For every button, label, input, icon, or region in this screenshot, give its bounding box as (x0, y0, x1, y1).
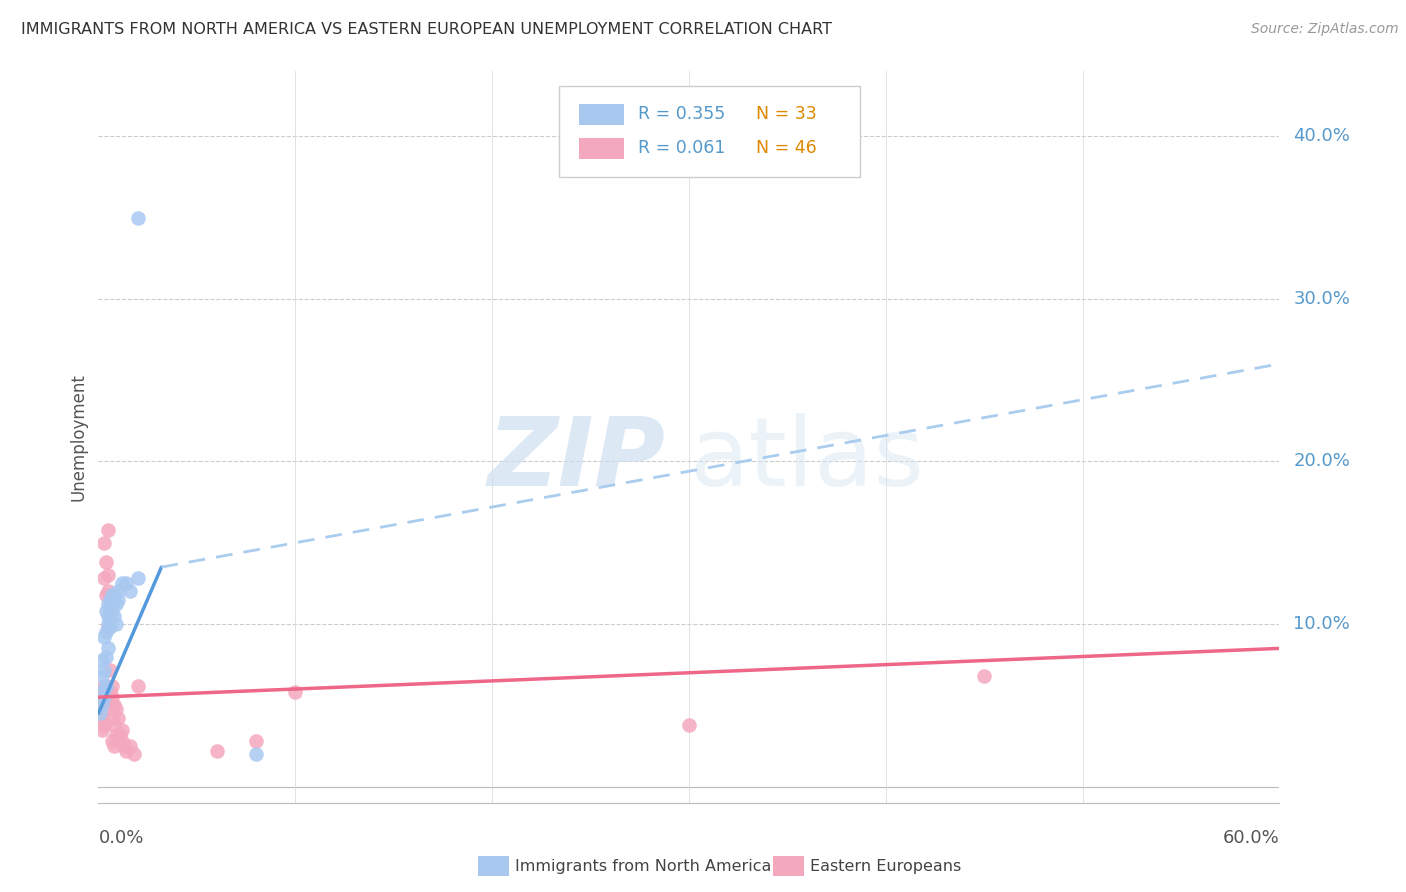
Point (91, 723, 114, 737)
Text: IMMIGRANTS FROM NORTH AMERICA VS EASTERN EUROPEAN UNEMPLOYMENT CORRELATION CHART: IMMIGRANTS FROM NORTH AMERICA VS EASTERN… (21, 22, 832, 37)
Point (96, 555, 118, 569)
FancyBboxPatch shape (560, 86, 860, 178)
Point (98, 592, 121, 607)
Point (103, 608, 125, 623)
Point (96, 679, 118, 693)
Point (103, 698, 125, 713)
Point (127, 572, 149, 586)
Point (91, 653, 114, 667)
Point (93, 718, 115, 732)
Text: R = 0.355: R = 0.355 (638, 104, 725, 123)
Point (97, 523, 120, 537)
FancyBboxPatch shape (579, 138, 624, 159)
Point (127, 211, 149, 225)
Point (93, 679, 115, 693)
Text: 0.0%: 0.0% (98, 829, 143, 847)
Point (91, 711, 114, 725)
Point (89, 701, 111, 715)
Point (107, 711, 129, 725)
Point (105, 727, 128, 741)
Point (89, 706, 111, 721)
Point (96, 701, 118, 715)
Point (93, 690, 115, 705)
Point (103, 739, 125, 753)
Point (98, 600, 121, 615)
Point (91, 698, 114, 713)
Point (118, 739, 141, 753)
Text: Eastern Europeans: Eastern Europeans (810, 859, 962, 873)
Point (105, 598, 128, 612)
Point (108, 727, 131, 741)
Point (97, 608, 120, 623)
Point (96, 604, 118, 618)
Point (118, 584, 141, 599)
Text: 60.0%: 60.0% (1223, 829, 1279, 847)
Point (122, 747, 145, 761)
Point (973, 669, 995, 683)
Text: N = 33: N = 33 (756, 104, 817, 123)
Point (101, 588, 124, 602)
Text: Source: ZipAtlas.com: Source: ZipAtlas.com (1251, 22, 1399, 37)
Point (107, 592, 129, 607)
Point (91, 669, 114, 683)
Text: 10.0%: 10.0% (1294, 615, 1350, 633)
Text: N = 46: N = 46 (756, 139, 817, 157)
Point (107, 584, 129, 599)
Point (97, 598, 120, 612)
Point (105, 701, 128, 715)
Point (111, 576, 134, 591)
Text: R = 0.061: R = 0.061 (638, 139, 725, 157)
Point (105, 617, 128, 632)
Point (111, 723, 134, 737)
Point (97, 617, 120, 632)
Point (205, 744, 228, 758)
Point (245, 734, 267, 748)
Point (96, 679, 118, 693)
Point (115, 744, 138, 758)
Point (93, 681, 115, 696)
Point (98, 620, 121, 634)
Text: 20.0%: 20.0% (1294, 452, 1350, 470)
Point (127, 679, 149, 693)
Point (101, 711, 124, 725)
Point (98, 685, 121, 699)
Text: 40.0%: 40.0% (1294, 128, 1350, 145)
Point (111, 734, 134, 748)
Point (97, 620, 120, 634)
Point (98, 604, 121, 618)
Point (103, 588, 125, 602)
Point (97, 641, 120, 656)
Point (91, 690, 114, 705)
Y-axis label: Unemployment: Unemployment (69, 373, 87, 501)
Point (101, 734, 124, 748)
Point (115, 576, 138, 591)
Point (678, 718, 700, 732)
Point (101, 679, 124, 693)
Point (97, 568, 120, 582)
Point (96, 625, 118, 640)
Point (89, 685, 111, 699)
Point (103, 718, 125, 732)
Text: atlas: atlas (689, 412, 924, 506)
Point (91, 681, 114, 696)
Point (284, 685, 307, 699)
Text: ZIP: ZIP (488, 412, 665, 506)
Point (93, 630, 115, 644)
Text: 30.0%: 30.0% (1294, 290, 1350, 308)
Point (97, 584, 120, 599)
Point (112, 739, 135, 753)
Point (245, 747, 267, 761)
Point (101, 604, 124, 618)
Text: Immigrants from North America: Immigrants from North America (515, 859, 770, 873)
Point (98, 663, 121, 677)
Point (96, 588, 118, 602)
Point (93, 695, 115, 709)
Point (101, 690, 124, 705)
Point (93, 663, 115, 677)
Point (96, 649, 118, 664)
Point (107, 731, 129, 745)
Point (93, 572, 115, 586)
FancyBboxPatch shape (579, 103, 624, 125)
Point (93, 535, 115, 549)
